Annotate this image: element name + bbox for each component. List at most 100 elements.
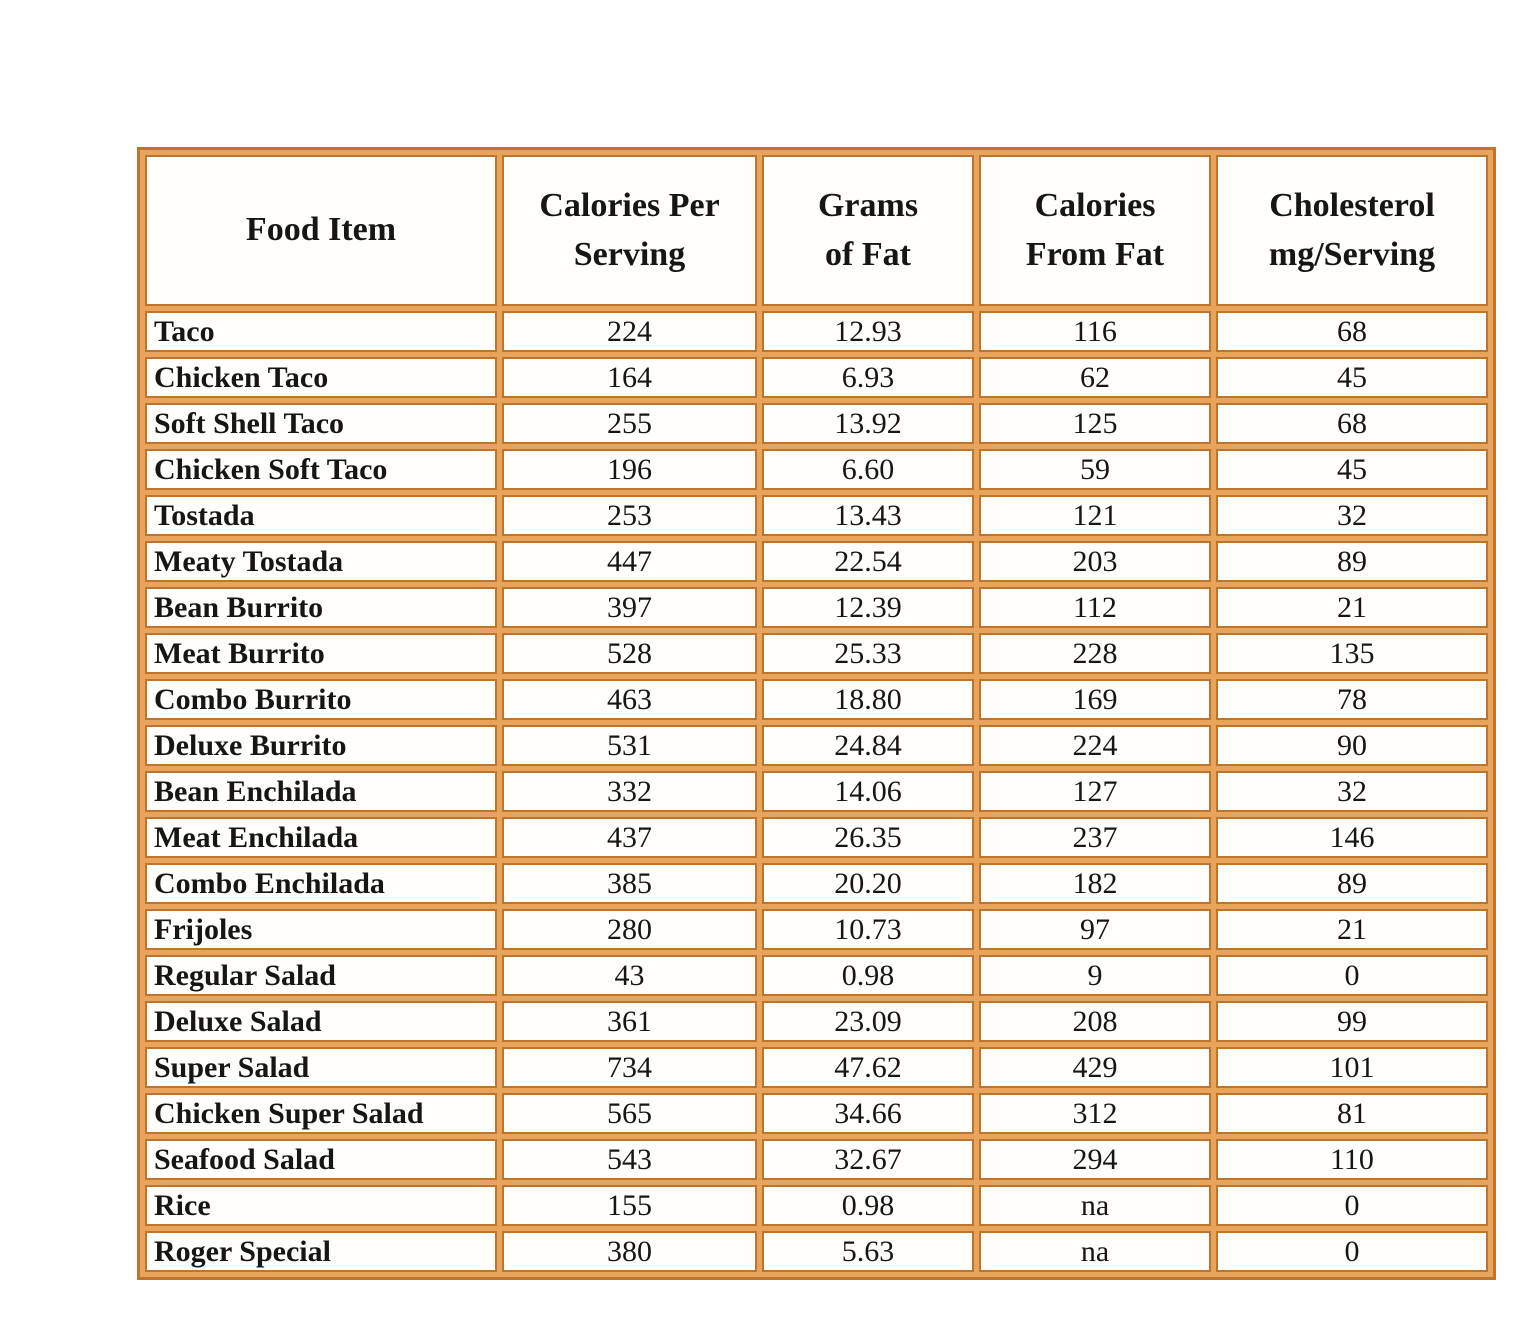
- table-row: Chicken Super Salad 565 34.66 312 81: [145, 1093, 1488, 1134]
- food-item-cell: Combo Burrito: [145, 679, 497, 720]
- value-cell: 734: [502, 1047, 757, 1088]
- value-cell: na: [979, 1185, 1211, 1226]
- value-cell: 397: [502, 587, 757, 628]
- table-row: Tostada 253 13.43 121 32: [145, 495, 1488, 536]
- value-cell: 18.80: [762, 679, 974, 720]
- table-row: Regular Salad 43 0.98 9 0: [145, 955, 1488, 996]
- value-cell: 196: [502, 449, 757, 490]
- value-cell: 531: [502, 725, 757, 766]
- food-item-cell: Meat Enchilada: [145, 817, 497, 858]
- column-header-calories-from-fat: Calories From Fat: [979, 155, 1211, 306]
- food-item-cell: Bean Enchilada: [145, 771, 497, 812]
- value-cell: 135: [1216, 633, 1488, 674]
- food-item-cell: Chicken Super Salad: [145, 1093, 497, 1134]
- value-cell: 89: [1216, 541, 1488, 582]
- table-row: Bean Burrito 397 12.39 112 21: [145, 587, 1488, 628]
- column-header-calories-per-serving: Calories Per Serving: [502, 155, 757, 306]
- value-cell: 203: [979, 541, 1211, 582]
- value-cell: 23.09: [762, 1001, 974, 1042]
- value-cell: 14.06: [762, 771, 974, 812]
- value-cell: 255: [502, 403, 757, 444]
- value-cell: 101: [1216, 1047, 1488, 1088]
- table-row: Soft Shell Taco 255 13.92 125 68: [145, 403, 1488, 444]
- value-cell: 447: [502, 541, 757, 582]
- food-item-cell: Rice: [145, 1185, 497, 1226]
- food-item-cell: Regular Salad: [145, 955, 497, 996]
- value-cell: 97: [979, 909, 1211, 950]
- table-row: Rice 155 0.98 na 0: [145, 1185, 1488, 1226]
- value-cell: 9: [979, 955, 1211, 996]
- table-row: Taco 224 12.93 116 68: [145, 311, 1488, 352]
- table-row: Meaty Tostada 447 22.54 203 89: [145, 541, 1488, 582]
- value-cell: 99: [1216, 1001, 1488, 1042]
- value-cell: 12.39: [762, 587, 974, 628]
- value-cell: 12.93: [762, 311, 974, 352]
- value-cell: 90: [1216, 725, 1488, 766]
- value-cell: 47.62: [762, 1047, 974, 1088]
- value-cell: 380: [502, 1231, 757, 1272]
- value-cell: 312: [979, 1093, 1211, 1134]
- column-header-grams-of-fat: Grams of Fat: [762, 155, 974, 306]
- table-row: Super Salad 734 47.62 429 101: [145, 1047, 1488, 1088]
- value-cell: 0: [1216, 955, 1488, 996]
- value-cell: 155: [502, 1185, 757, 1226]
- value-cell: 463: [502, 679, 757, 720]
- food-item-cell: Deluxe Salad: [145, 1001, 497, 1042]
- value-cell: 237: [979, 817, 1211, 858]
- value-cell: 280: [502, 909, 757, 950]
- table-row: Meat Enchilada 437 26.35 237 146: [145, 817, 1488, 858]
- value-cell: 224: [502, 311, 757, 352]
- value-cell: 43: [502, 955, 757, 996]
- value-cell: 6.93: [762, 357, 974, 398]
- food-item-cell: Meat Burrito: [145, 633, 497, 674]
- value-cell: 112: [979, 587, 1211, 628]
- value-cell: 146: [1216, 817, 1488, 858]
- food-item-cell: Meaty Tostada: [145, 541, 497, 582]
- value-cell: 81: [1216, 1093, 1488, 1134]
- value-cell: 0.98: [762, 1185, 974, 1226]
- value-cell: 125: [979, 403, 1211, 444]
- table-row: Chicken Taco 164 6.93 62 45: [145, 357, 1488, 398]
- value-cell: 34.66: [762, 1093, 974, 1134]
- value-cell: 228: [979, 633, 1211, 674]
- food-item-cell: Deluxe Burrito: [145, 725, 497, 766]
- nutrition-table-container: Food Item Calories Per Serving Grams of Fa…: [137, 147, 1496, 1280]
- value-cell: 13.43: [762, 495, 974, 536]
- value-cell: 116: [979, 311, 1211, 352]
- value-cell: 164: [502, 357, 757, 398]
- value-cell: 528: [502, 633, 757, 674]
- value-cell: 5.63: [762, 1231, 974, 1272]
- food-item-cell: Tostada: [145, 495, 497, 536]
- value-cell: 32.67: [762, 1139, 974, 1180]
- table-row: Roger Special 380 5.63 na 0: [145, 1231, 1488, 1272]
- value-cell: 59: [979, 449, 1211, 490]
- value-cell: 62: [979, 357, 1211, 398]
- table-row: Meat Burrito 528 25.33 228 135: [145, 633, 1488, 674]
- value-cell: 68: [1216, 311, 1488, 352]
- value-cell: 45: [1216, 357, 1488, 398]
- value-cell: 0.98: [762, 955, 974, 996]
- value-cell: 25.33: [762, 633, 974, 674]
- food-item-cell: Chicken Taco: [145, 357, 497, 398]
- table-row: Chicken Soft Taco 196 6.60 59 45: [145, 449, 1488, 490]
- header-row: Food Item Calories Per Serving Grams of Fa…: [145, 155, 1488, 306]
- value-cell: 21: [1216, 909, 1488, 950]
- column-header-cholesterol-mg-per-serving: Cholesterol mg/Serving: [1216, 155, 1488, 306]
- food-item-cell: Super Salad: [145, 1047, 497, 1088]
- value-cell: 121: [979, 495, 1211, 536]
- table-row: Deluxe Burrito 531 24.84 224 90: [145, 725, 1488, 766]
- food-item-cell: Frijoles: [145, 909, 497, 950]
- value-cell: 26.35: [762, 817, 974, 858]
- nutrition-table: Food Item Calories Per Serving Grams of Fa…: [137, 147, 1496, 1280]
- value-cell: 45: [1216, 449, 1488, 490]
- value-cell: 565: [502, 1093, 757, 1134]
- value-cell: 89: [1216, 863, 1488, 904]
- value-cell: 361: [502, 1001, 757, 1042]
- value-cell: na: [979, 1231, 1211, 1272]
- value-cell: 78: [1216, 679, 1488, 720]
- value-cell: 0: [1216, 1231, 1488, 1272]
- value-cell: 182: [979, 863, 1211, 904]
- food-item-cell: Chicken Soft Taco: [145, 449, 497, 490]
- value-cell: 253: [502, 495, 757, 536]
- value-cell: 169: [979, 679, 1211, 720]
